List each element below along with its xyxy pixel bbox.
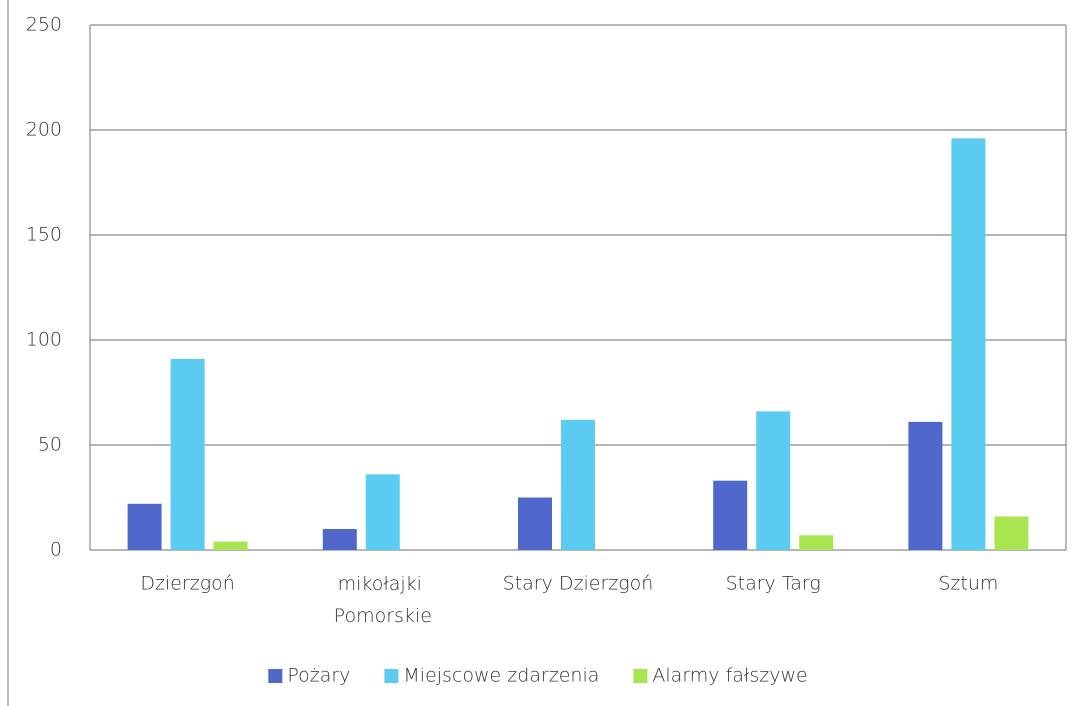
x-tick-label: Stary Targ bbox=[726, 573, 821, 595]
legend-label: Pożary bbox=[287, 665, 350, 687]
legend-swatch bbox=[384, 669, 399, 683]
y-tick-label: 100 bbox=[26, 329, 62, 351]
bar bbox=[951, 138, 986, 550]
x-tick-label: Stary Dzierzgoń bbox=[503, 573, 654, 595]
legend-label: Miejscowe zdarzenia bbox=[403, 665, 599, 687]
y-tick-label: 150 bbox=[26, 224, 62, 246]
bar bbox=[756, 411, 791, 550]
bar bbox=[908, 421, 943, 550]
bar bbox=[994, 516, 1029, 550]
y-tick-label: 200 bbox=[26, 119, 62, 141]
x-tick-label: mikołajki Pomorskie bbox=[334, 573, 432, 627]
bar bbox=[213, 541, 248, 550]
bar bbox=[322, 529, 357, 550]
x-tick-label: Dzierzgoń bbox=[140, 573, 234, 595]
legend-swatch bbox=[268, 669, 283, 683]
bar bbox=[127, 503, 162, 550]
bar bbox=[561, 419, 595, 550]
y-tick-label: 0 bbox=[50, 539, 62, 561]
bar bbox=[713, 480, 748, 550]
y-tick-label: 50 bbox=[38, 434, 62, 456]
bar bbox=[518, 497, 552, 550]
bar bbox=[170, 358, 205, 550]
y-tick-label: 250 bbox=[26, 14, 62, 36]
bar bbox=[365, 474, 400, 550]
bar bbox=[799, 535, 834, 550]
legend-label: Alarmy fałszywe bbox=[652, 665, 807, 687]
legend-swatch bbox=[633, 669, 648, 683]
x-tick-label: Sztum bbox=[938, 573, 998, 595]
